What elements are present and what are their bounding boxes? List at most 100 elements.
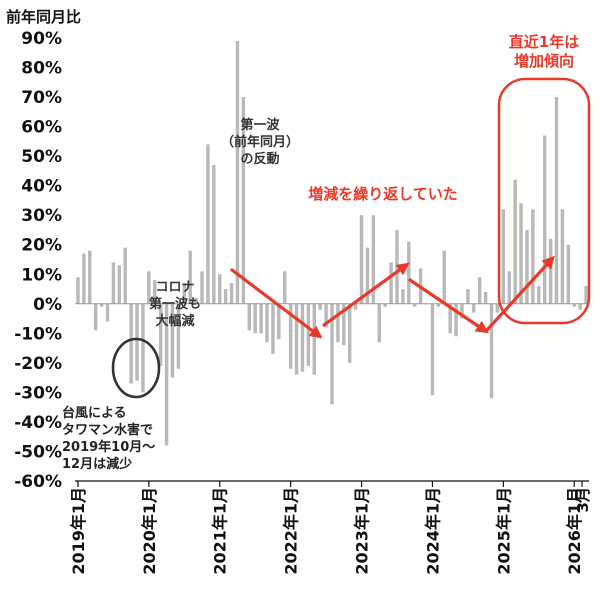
y-axis: 90% 80% 70% 60% 50% 40% 30% 20% 10% 0% -10% -20% -30… — [14, 29, 62, 492]
bar — [513, 179, 517, 304]
y-tick-label: -20% — [14, 354, 62, 374]
y-tick-label: 0% — [33, 295, 62, 315]
corona-line-3: 大幅減 — [155, 314, 195, 329]
bar — [283, 271, 287, 304]
bar — [235, 40, 240, 304]
bar — [436, 303, 441, 307]
bar — [560, 209, 565, 304]
bar — [578, 303, 582, 310]
bar — [117, 265, 122, 304]
y-tick-label: 90% — [21, 29, 62, 49]
bar — [300, 303, 305, 372]
recent-line-2: 増加傾向 — [513, 52, 574, 70]
bar — [182, 283, 187, 304]
bar — [359, 215, 364, 304]
bar — [371, 215, 376, 304]
trend-arrow — [230, 268, 323, 339]
recent-highlight-box — [497, 77, 591, 325]
x-tick-label: 2019年1月 — [69, 487, 88, 575]
bar — [442, 250, 446, 304]
bar — [93, 303, 98, 331]
bar — [259, 303, 263, 334]
y-axis-title: 前年同月比 — [6, 8, 82, 26]
bar — [519, 203, 523, 304]
bar — [454, 303, 458, 337]
bar — [247, 303, 251, 331]
bar — [448, 303, 452, 334]
bar — [342, 303, 346, 346]
bar — [99, 303, 104, 307]
annotation-overlay — [111, 77, 591, 399]
corona-annotation: コロナ 第一波も 大幅減 — [130, 279, 220, 330]
bar — [460, 303, 464, 319]
bar — [548, 238, 553, 304]
x-tick-label: 2020年1月 — [140, 487, 159, 575]
bar — [477, 277, 482, 304]
y-tick-label: 40% — [21, 177, 62, 197]
bar — [483, 291, 488, 304]
bar — [507, 271, 511, 304]
bar — [105, 303, 110, 322]
trend-arrow — [322, 262, 410, 327]
y-tick-label: 20% — [21, 236, 62, 256]
y-tick-label: 80% — [21, 59, 62, 79]
bar — [123, 247, 127, 304]
bar — [466, 289, 470, 304]
bar — [495, 303, 500, 313]
bar — [501, 209, 506, 304]
x-tick-label: 2021年1月 — [211, 487, 230, 575]
bar — [294, 303, 299, 375]
typhoon-line-2: タワマン水害で — [62, 423, 154, 438]
bar — [200, 271, 204, 304]
bar — [312, 303, 316, 375]
bar — [330, 303, 334, 405]
bar — [271, 303, 275, 355]
bar — [206, 144, 210, 304]
bar — [489, 303, 494, 399]
bar — [430, 303, 435, 396]
bar — [584, 286, 588, 304]
bar — [194, 297, 198, 304]
bar — [401, 289, 405, 304]
bar — [324, 303, 328, 328]
bar — [554, 97, 559, 304]
y-tick-label: -30% — [14, 383, 62, 403]
x-tick-label: 2024年1月 — [423, 487, 442, 575]
rebound-line-2: （前年同月） — [220, 135, 299, 150]
corona-line-2: 第一波も — [148, 297, 201, 312]
y-tick-label: -60% — [14, 472, 62, 492]
bar — [413, 303, 417, 307]
bar — [147, 271, 151, 304]
bar — [82, 253, 86, 304]
bar — [336, 303, 340, 343]
bar — [407, 241, 411, 304]
x-tick-label: 2025年1月 — [494, 487, 513, 575]
bar — [135, 303, 139, 381]
trend-arrow — [485, 255, 555, 332]
bar — [164, 303, 169, 446]
x-tick-label: 2022年1月 — [282, 487, 301, 575]
bar — [111, 262, 116, 304]
rebound-line-3: の反動 — [240, 152, 280, 167]
bar — [572, 303, 576, 307]
bar — [395, 229, 399, 304]
y-tick-label: 70% — [21, 88, 62, 108]
rebound-annotation: 第一波 （前年同月） の反動 — [210, 117, 310, 168]
recent-line-1: 直近1年は — [508, 33, 580, 51]
bar — [88, 250, 92, 304]
bar — [277, 303, 281, 340]
bar — [566, 244, 571, 304]
bar — [318, 303, 322, 310]
typhoon-line-1: 台風による — [62, 406, 127, 421]
typhoon-line-3: 2019年10月〜 — [62, 440, 156, 455]
bar — [188, 250, 192, 304]
bar — [542, 135, 547, 304]
bar — [141, 303, 145, 393]
corona-line-1: コロナ — [155, 280, 195, 295]
bar — [353, 303, 358, 310]
x-axis: 2019年1月 2020年1月 2021年1月 2022年1月 2023年1月 2024年… — [69, 480, 592, 575]
bar — [158, 303, 163, 366]
bar — [265, 303, 269, 343]
bar — [306, 303, 311, 366]
